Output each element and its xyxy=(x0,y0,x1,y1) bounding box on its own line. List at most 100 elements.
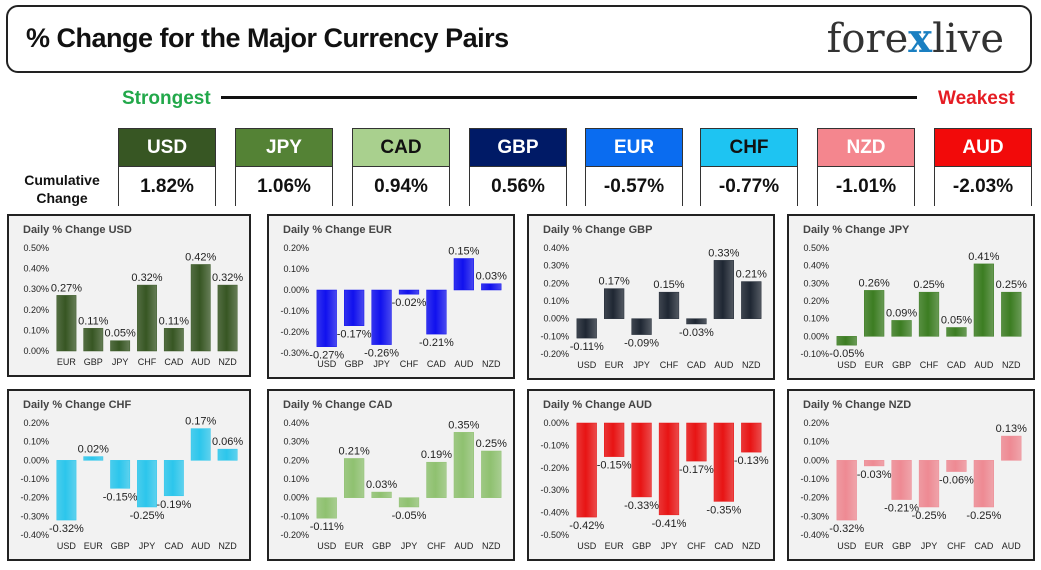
chart-panel-nzd: Daily % Change NZD -0.40% -0.30% -0.20% -0.1… xyxy=(787,389,1035,561)
x-tick-label: GBP xyxy=(345,359,364,369)
chart-title: Daily % Change NZD xyxy=(803,399,911,411)
bar-chf xyxy=(658,291,680,319)
x-tick-label: EUR xyxy=(865,360,885,370)
currency-code: CAD xyxy=(353,129,449,167)
chart-title: Daily % Change USD xyxy=(23,224,132,236)
x-tick-label: USD xyxy=(577,360,597,370)
chart-panel-eur: Daily % Change EUR -0.30% -0.20% -0.10% 0.00… xyxy=(267,214,515,379)
y-tick-label: 0.10% xyxy=(23,437,49,447)
chart-title: Daily % Change AUD xyxy=(543,399,652,411)
x-tick-label: EUR xyxy=(84,541,104,551)
y-tick-label: 0.40% xyxy=(803,261,829,271)
data-label: 0.02% xyxy=(78,444,109,456)
x-tick-label: AUD xyxy=(454,359,474,369)
y-tick-label: -0.10% xyxy=(20,474,49,484)
bar-gbp xyxy=(344,289,365,326)
data-label: 0.25% xyxy=(476,438,507,450)
currency-code: USD xyxy=(119,129,215,167)
bar-nzd xyxy=(217,284,238,352)
x-tick-label: AUD xyxy=(714,360,734,370)
forexlive-logo[interactable]: forexlive xyxy=(827,15,1004,62)
y-tick-label: -0.30% xyxy=(800,511,829,521)
x-tick-label: NZD xyxy=(218,541,237,551)
chart-svg: Daily % Change AUD -0.50% -0.40% -0.30% -0.2… xyxy=(540,399,768,551)
y-tick-label: -0.20% xyxy=(540,463,569,473)
y-tick-label: 0.10% xyxy=(283,474,309,484)
y-tick-label: 0.10% xyxy=(803,437,829,447)
data-label: -0.15% xyxy=(597,460,632,472)
bar-nzd xyxy=(481,450,502,498)
y-tick-label: 0.40% xyxy=(543,243,569,253)
bar-cad xyxy=(163,460,184,497)
y-tick-label: 0.20% xyxy=(283,455,309,465)
chart-panel-chf: Daily % Change CHF -0.40% -0.30% -0.20% -0.1… xyxy=(7,389,251,561)
y-tick-label: -0.30% xyxy=(280,348,309,358)
y-tick-label: 0.00% xyxy=(23,455,49,465)
y-tick-label: -0.30% xyxy=(540,485,569,495)
x-tick-label: GBP xyxy=(111,541,130,551)
data-label: -0.05% xyxy=(829,348,864,360)
currency-box-jpy: JPY 1.06% xyxy=(235,128,333,206)
y-tick-label: -0.10% xyxy=(800,349,829,359)
y-tick-label: -0.20% xyxy=(800,493,829,503)
currency-box-chf: CHF -0.77% xyxy=(700,128,798,206)
data-label: -0.27% xyxy=(309,350,344,362)
x-tick-label: EUR xyxy=(605,541,625,551)
x-tick-label: GBP xyxy=(892,541,911,551)
x-tick-label: JPY xyxy=(373,359,390,369)
y-tick-label: 0.30% xyxy=(23,284,49,294)
logo-text-right: live xyxy=(932,16,1004,62)
x-tick-label: AUD xyxy=(974,360,994,370)
data-label: -0.11% xyxy=(570,341,604,353)
data-label: 0.41% xyxy=(968,251,999,263)
chart-title: Daily % Change JPY xyxy=(803,224,910,236)
data-label: -0.19% xyxy=(156,499,191,511)
x-tick-label: JPY xyxy=(139,541,156,551)
y-tick-label: -0.10% xyxy=(280,306,309,316)
x-tick-label: CHF xyxy=(920,360,939,370)
x-tick-label: AUD xyxy=(191,357,211,367)
chart-svg: Daily % Change NZD -0.40% -0.30% -0.20% -0.1… xyxy=(800,399,1027,551)
x-tick-label: CHF xyxy=(687,541,706,551)
bar-aud xyxy=(190,264,211,352)
data-label: -0.25% xyxy=(130,510,165,522)
data-label: -0.17% xyxy=(679,464,714,476)
y-tick-label: 0.20% xyxy=(803,296,829,306)
data-label: 0.26% xyxy=(859,277,890,289)
data-label: 0.21% xyxy=(736,269,767,281)
bar-cad xyxy=(163,328,184,352)
x-tick-label: JPY xyxy=(401,541,418,551)
bar-nzd xyxy=(741,281,762,319)
currency-box-eur: EUR -0.57% xyxy=(585,128,683,206)
logo-text-left: fore xyxy=(826,16,909,62)
y-tick-label: -0.10% xyxy=(540,331,569,341)
x-tick-label: CHF xyxy=(947,541,966,551)
bar-chf xyxy=(918,291,940,337)
bar-usd xyxy=(576,318,597,339)
y-tick-label: 0.30% xyxy=(283,437,309,447)
cumulative-change-label: Cumulative Change xyxy=(14,171,110,207)
data-label: -0.42% xyxy=(569,520,604,532)
data-label: -0.21% xyxy=(884,503,919,515)
chart-panel-cad: Daily % Change CAD -0.20% -0.10% 0.00% 0.10%… xyxy=(267,389,515,561)
y-tick-label: 0.50% xyxy=(803,243,829,253)
y-tick-label: 0.00% xyxy=(23,346,49,356)
chart-svg: Daily % Change JPY -0.10% 0.00% 0.10% 0.20% 0… xyxy=(800,224,1027,370)
x-tick-label: USD xyxy=(317,541,337,551)
x-tick-label: CAD xyxy=(947,360,967,370)
bar-eur xyxy=(604,422,625,457)
x-tick-label: AUD xyxy=(1002,541,1022,551)
chart-title: Daily % Change EUR xyxy=(283,224,392,236)
bar-usd xyxy=(576,422,597,518)
y-tick-label: 0.00% xyxy=(803,331,829,341)
chart-svg: Daily % Change CAD -0.20% -0.10% 0.00% 0.10%… xyxy=(280,399,507,551)
y-tick-label: -0.40% xyxy=(800,530,829,540)
x-tick-label: EUR xyxy=(57,357,77,367)
bar-jpy xyxy=(918,460,940,508)
currency-cumulative-value: 1.06% xyxy=(236,167,332,206)
y-tick-label: 0.30% xyxy=(543,261,569,271)
x-tick-label: JPY xyxy=(633,360,650,370)
y-tick-label: -0.40% xyxy=(540,508,569,518)
data-label: 0.32% xyxy=(131,272,162,284)
bar-aud xyxy=(973,263,994,337)
